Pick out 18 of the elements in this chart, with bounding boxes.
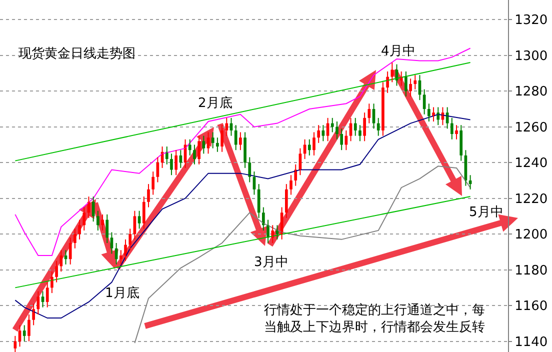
- annotation: 1月底: [105, 286, 140, 301]
- y-tick-label: 1140: [514, 334, 548, 350]
- y-tick-label: 1280: [514, 84, 548, 100]
- annotation: 3月中: [254, 255, 288, 270]
- y-tick-label: 1320: [514, 13, 548, 28]
- y-tick-label: 1160: [514, 299, 548, 314]
- line-series: [14, 114, 471, 319]
- y-tick-label: 1240: [514, 156, 548, 172]
- text: 现货黄金日线走势图: [18, 46, 136, 62]
- y-tick-label: 1220: [514, 192, 548, 207]
- annotation: 2月底: [198, 96, 232, 111]
- y-tick-label: 1260: [514, 120, 548, 136]
- y-tick-label: 1300: [514, 48, 548, 64]
- annotation: 4月中: [381, 44, 416, 59]
- annotation: 5月中: [469, 205, 504, 220]
- y-tick-label: 1200: [514, 228, 548, 243]
- annotation: 行情处于一个稳定的上行通道之中，每当触及上下边界时，行情都会发生反转: [264, 303, 485, 335]
- y-tick-label: 1180: [514, 263, 548, 278]
